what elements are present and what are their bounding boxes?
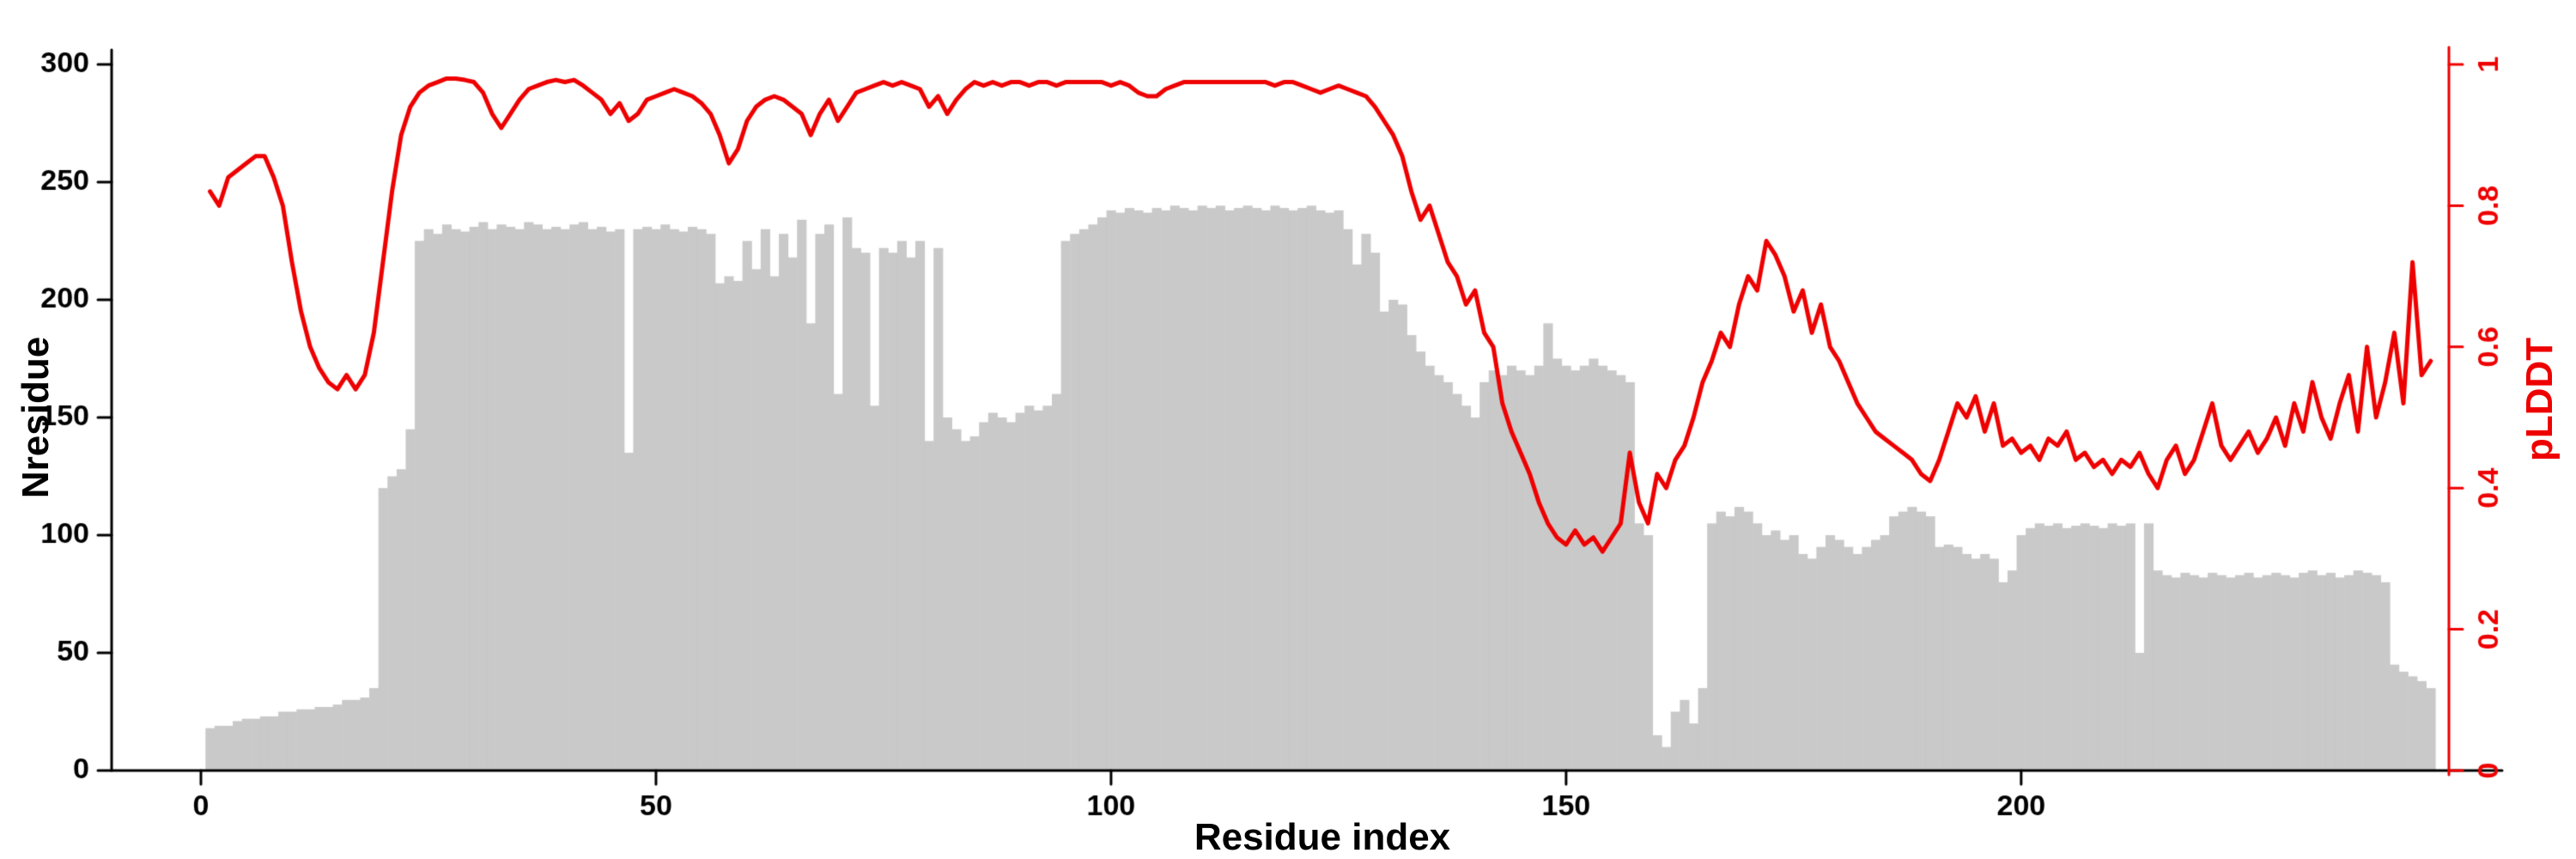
- x-axis-title: Residue index: [1194, 816, 1451, 858]
- y-axis-title-right: pLDDT: [2518, 337, 2561, 462]
- y-axis-title-left: Nresidue: [15, 336, 57, 499]
